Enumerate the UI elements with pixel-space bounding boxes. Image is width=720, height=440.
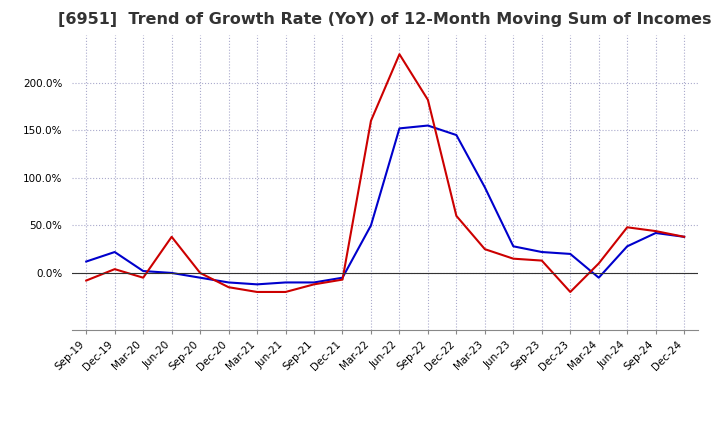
Ordinary Income Growth Rate: [139, 268, 148, 274]
Title: [6951]  Trend of Growth Rate (YoY) of 12-Month Moving Sum of Incomes: [6951] Trend of Growth Rate (YoY) of 12-…: [58, 12, 712, 27]
Ordinary Income Growth Rate: [480, 185, 489, 190]
Ordinary Income Growth Rate: [82, 259, 91, 264]
Ordinary Income Growth Rate: [452, 132, 461, 138]
Net Income Growth Rate: [680, 234, 688, 239]
Net Income Growth Rate: [310, 282, 318, 287]
Ordinary Income Growth Rate: [680, 234, 688, 239]
Line: Net Income Growth Rate: Net Income Growth Rate: [86, 54, 684, 292]
Ordinary Income Growth Rate: [423, 123, 432, 128]
Ordinary Income Growth Rate: [366, 223, 375, 228]
Net Income Growth Rate: [480, 246, 489, 252]
Net Income Growth Rate: [452, 213, 461, 219]
Net Income Growth Rate: [196, 270, 204, 275]
Ordinary Income Growth Rate: [537, 249, 546, 255]
Ordinary Income Growth Rate: [395, 126, 404, 131]
Ordinary Income Growth Rate: [110, 249, 119, 255]
Ordinary Income Growth Rate: [652, 231, 660, 236]
Net Income Growth Rate: [509, 256, 518, 261]
Net Income Growth Rate: [395, 51, 404, 57]
Ordinary Income Growth Rate: [225, 280, 233, 285]
Net Income Growth Rate: [366, 118, 375, 124]
Net Income Growth Rate: [652, 228, 660, 234]
Net Income Growth Rate: [167, 234, 176, 239]
Ordinary Income Growth Rate: [310, 280, 318, 285]
Net Income Growth Rate: [338, 277, 347, 282]
Net Income Growth Rate: [566, 290, 575, 295]
Line: Ordinary Income Growth Rate: Ordinary Income Growth Rate: [86, 125, 684, 284]
Net Income Growth Rate: [282, 290, 290, 295]
Ordinary Income Growth Rate: [509, 244, 518, 249]
Ordinary Income Growth Rate: [253, 282, 261, 287]
Ordinary Income Growth Rate: [566, 251, 575, 257]
Net Income Growth Rate: [423, 97, 432, 103]
Net Income Growth Rate: [623, 225, 631, 230]
Net Income Growth Rate: [225, 285, 233, 290]
Net Income Growth Rate: [110, 267, 119, 272]
Net Income Growth Rate: [595, 261, 603, 266]
Net Income Growth Rate: [82, 278, 91, 283]
Ordinary Income Growth Rate: [623, 244, 631, 249]
Ordinary Income Growth Rate: [338, 275, 347, 280]
Ordinary Income Growth Rate: [167, 270, 176, 275]
Net Income Growth Rate: [253, 290, 261, 295]
Ordinary Income Growth Rate: [196, 275, 204, 280]
Ordinary Income Growth Rate: [282, 280, 290, 285]
Net Income Growth Rate: [139, 275, 148, 280]
Net Income Growth Rate: [537, 258, 546, 263]
Ordinary Income Growth Rate: [595, 275, 603, 280]
